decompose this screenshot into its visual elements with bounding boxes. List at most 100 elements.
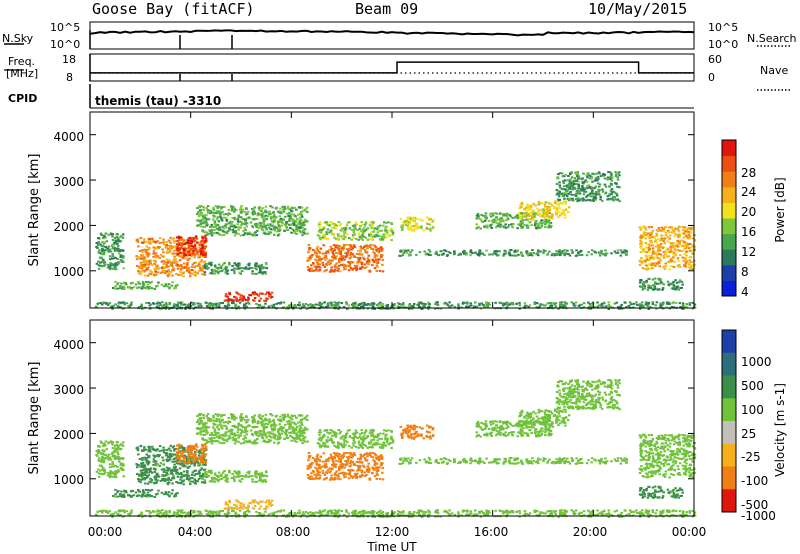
velocity-cell [138,458,142,460]
velocity-cell [97,468,100,471]
power-cell [647,286,650,289]
velocity-cell [179,478,182,481]
velocity-cell [148,480,151,483]
power-cell [349,256,353,259]
power-cell [582,172,585,175]
power-cell [157,267,160,270]
power-cell [536,211,539,214]
power-cell [412,229,416,232]
power-cell [241,209,244,212]
power-cell [376,231,379,234]
power-cell [553,302,556,305]
power-cell [567,192,571,195]
velocity-cell [164,480,167,482]
power-cell [206,306,210,309]
velocity-cell [198,452,202,455]
power-cell [170,284,174,287]
power-cell [197,269,201,272]
power-cell [212,268,216,271]
power-cell [683,232,686,235]
power-cell [366,238,370,241]
power-cell [597,251,601,254]
power-cell [537,254,540,257]
power-cell [176,267,180,270]
power-cell [654,235,657,238]
power-cell [329,245,333,248]
power-cell [599,254,602,257]
power-cell [109,250,113,253]
power-cell [558,181,561,184]
power-cell [264,302,267,305]
power-cell [366,226,370,229]
power-cell [421,219,424,222]
power-cell [215,270,218,273]
power-cell [167,265,170,268]
power-cell [574,192,578,195]
power-cell [640,234,643,237]
power-cell [208,272,212,275]
power-cell [619,305,622,308]
power-cell [105,303,108,305]
power-cell [428,303,431,306]
power-cell [486,224,489,227]
power-cell [243,232,247,235]
power-cell [192,239,196,242]
power-cell [649,286,652,289]
power-cell [194,249,198,251]
velocity-cell [119,443,123,446]
power-cell [358,236,361,239]
power-cell [156,301,160,304]
power-cell [210,234,214,237]
power-cell [342,305,346,308]
power-cell [223,206,226,208]
power-cell [585,180,589,183]
freq-label: Freq. [8,55,36,68]
power-cell [214,215,217,218]
power-cell [428,250,432,253]
power-cell [435,250,438,253]
velocity-cell [122,441,125,444]
power-cell [660,282,664,285]
power-cell [165,264,168,266]
power-cell [164,283,168,286]
power-cell [681,302,685,305]
power-cell [356,264,359,267]
velocity-cell [146,468,149,471]
power-cell [278,215,281,218]
velocity-cell [197,464,200,467]
power-cell [489,224,492,227]
power-cell [254,224,257,227]
power-cell [588,199,591,202]
velocity-cell [116,448,119,451]
power-cell [171,281,174,284]
velocity-cell [186,467,190,469]
power-cell [212,214,215,217]
power-cell [245,207,248,210]
power-cell [616,176,619,179]
power-cell [349,267,353,270]
power-cell [588,305,592,308]
power-cell [425,228,429,230]
power-cell [565,184,569,187]
power-cell [590,303,594,306]
power-cell [203,265,207,268]
power-cell [412,216,416,219]
power-cell [142,286,146,289]
power-cell [662,256,666,259]
power-cell [166,285,169,288]
power-cell [219,266,223,269]
power-cell [678,226,681,228]
power-cell [153,268,156,271]
power-cell [677,260,680,263]
power-cell [669,248,672,251]
power-cell [324,236,327,239]
power-cell [220,265,223,268]
power-cell [203,222,206,225]
power-cell [190,301,193,304]
power-cell [139,261,143,264]
power-cell [486,304,489,307]
power-cell [97,237,100,240]
power-cell [644,226,647,229]
power-cell [687,263,691,266]
power-cell [318,234,321,237]
